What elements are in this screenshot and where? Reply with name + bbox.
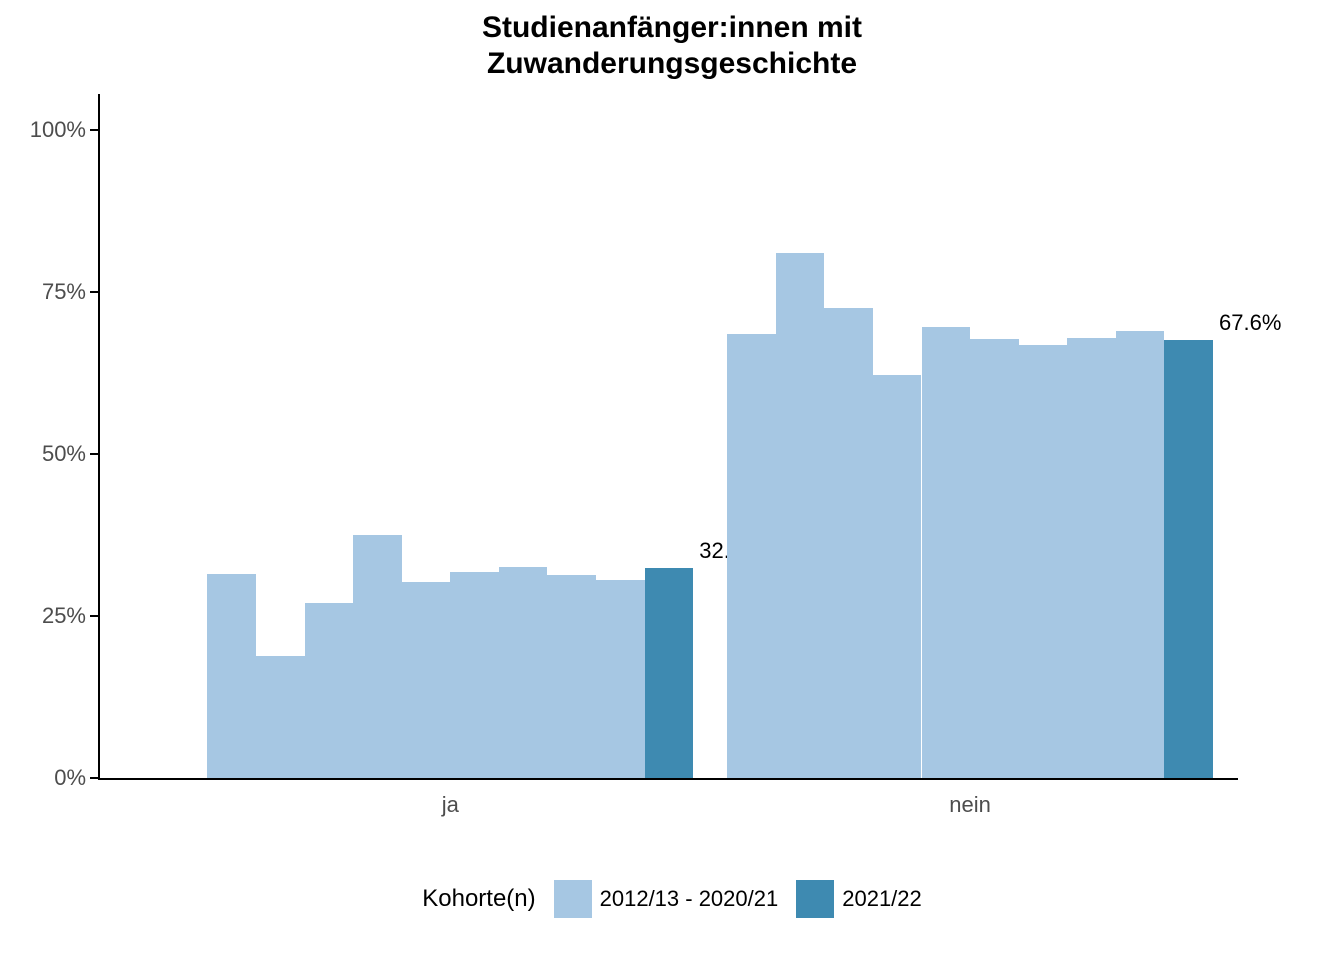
legend-swatch [796,880,834,918]
y-tick-label: 50% [42,441,86,467]
bar [1019,345,1068,778]
bar [353,535,402,779]
bar [450,572,499,778]
legend-swatch [554,880,592,918]
legend-label: 2012/13 - 2020/21 [600,886,779,912]
y-tick [90,777,98,779]
bar [256,656,305,778]
y-tick-label: 100% [30,117,86,143]
legend-item: 2021/22 [796,880,922,918]
legend: Kohorte(n) 2012/13 - 2020/21 2021/22 [0,880,1344,918]
bar [1164,340,1213,778]
legend-label: 2021/22 [842,886,922,912]
bar [305,603,354,778]
y-tick-label: 25% [42,603,86,629]
bar [1067,338,1116,778]
x-tick-label: nein [910,792,1030,818]
x-axis-line [98,778,1238,780]
bar [207,574,256,778]
chart-title: Studienanfänger:innen mit Zuwanderungsge… [0,10,1344,82]
bar [1116,331,1165,778]
bar [727,334,776,778]
bar [873,375,922,778]
y-tick [90,129,98,131]
y-axis-line [98,94,100,780]
chart-container: Studienanfänger:innen mit Zuwanderungsge… [0,0,1344,960]
y-tick [90,615,98,617]
title-line-1: Studienanfänger:innen mit [482,11,862,44]
y-tick [90,291,98,293]
bar [547,575,596,778]
y-tick [90,453,98,455]
legend-title: Kohorte(n) [422,885,535,913]
bar [922,327,971,778]
bar [824,308,873,778]
plot-area: 32.4%67.6% [100,98,1230,778]
bar [499,567,548,778]
legend-item: 2012/13 - 2020/21 [554,880,779,918]
x-tick-label: ja [390,792,510,818]
y-tick-label: 0% [54,765,86,791]
bar [645,568,694,778]
bar [596,580,645,778]
bar [402,582,451,778]
bar [970,339,1019,778]
y-tick-label: 75% [42,279,86,305]
title-line-2: Zuwanderungsgeschichte [487,47,857,80]
bar [776,253,825,778]
bar-value-label: 67.6% [1219,310,1281,336]
